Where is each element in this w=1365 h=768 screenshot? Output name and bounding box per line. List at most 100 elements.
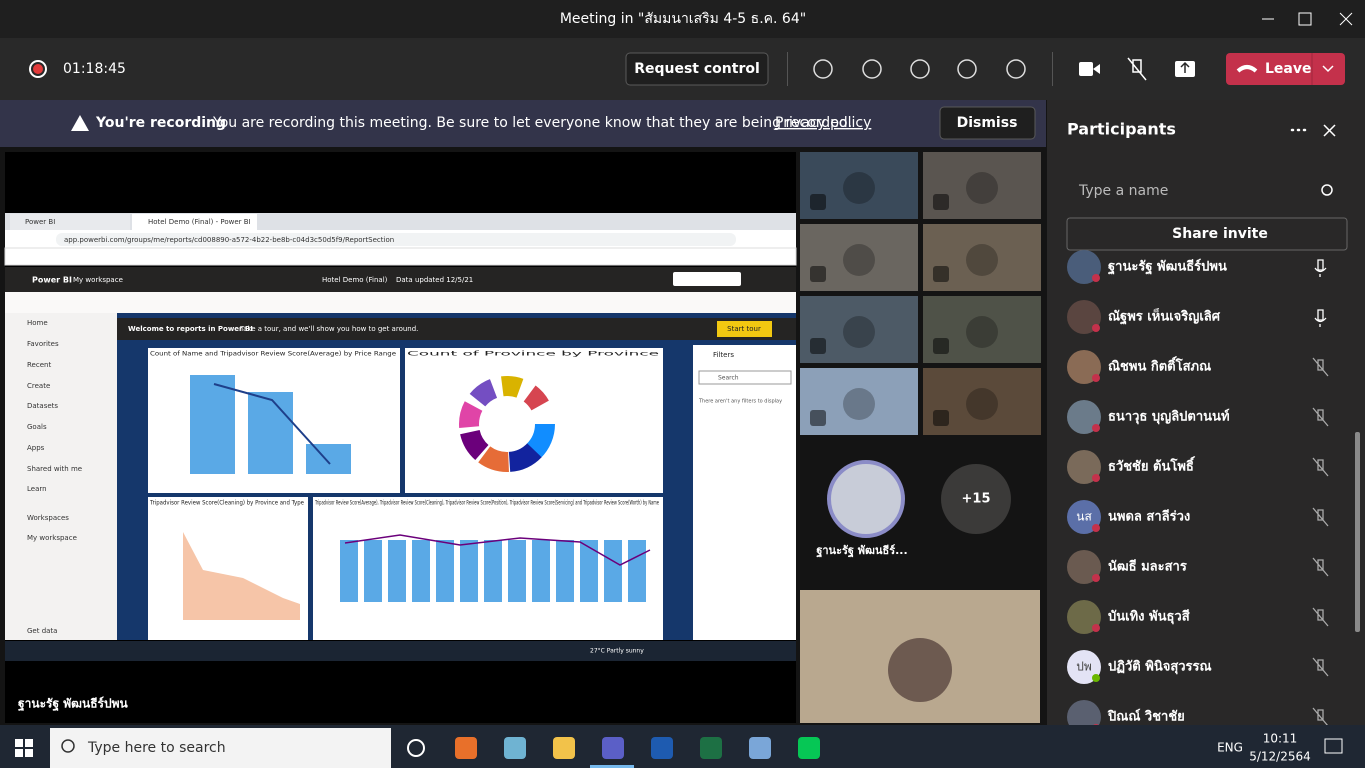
taskbar-app[interactable] xyxy=(455,737,477,759)
participant-name[interactable]: ธวัชชัย ต้นโพธิ์ xyxy=(1108,456,1196,475)
mic-muted-icon xyxy=(1312,707,1329,727)
start-button[interactable] xyxy=(15,739,33,757)
share-invite-button[interactable] xyxy=(1066,217,1348,251)
request-control-button[interactable] xyxy=(625,52,769,86)
participant-avatar[interactable] xyxy=(1067,550,1101,584)
leave-label[interactable]: Leave xyxy=(1265,61,1311,77)
nav-item[interactable]: Datasets xyxy=(27,402,58,410)
start-tour-button[interactable] xyxy=(717,321,772,337)
participant-name[interactable]: ปิณณ์ วิชาชัย xyxy=(1107,709,1185,725)
chat-button[interactable] xyxy=(862,59,882,79)
participant-avatar[interactable] xyxy=(1067,400,1101,434)
bookmarks-bar xyxy=(4,247,797,266)
panel-close-button[interactable] xyxy=(1323,124,1336,137)
overflow-badge[interactable] xyxy=(941,464,1011,534)
nav-item[interactable]: Learn xyxy=(27,485,47,493)
window-title: Meeting in "สัมมนาเสริม 4-5 ธ.ค. 64" xyxy=(560,11,806,27)
participant-name[interactable]: ณิชพน กิตติ์โสภณ xyxy=(1108,356,1211,375)
report-name: Hotel Demo (Final) xyxy=(322,276,388,284)
powerbi-nav xyxy=(5,313,117,640)
people-button[interactable] xyxy=(813,59,833,79)
taskbar-app[interactable] xyxy=(602,737,624,759)
participant-avatar[interactable] xyxy=(1067,250,1101,284)
participant-name[interactable]: นัฒธี มละสาร xyxy=(1108,559,1187,575)
nav-item[interactable]: Apps xyxy=(27,444,45,452)
participant-avatar[interactable] xyxy=(1067,450,1101,484)
presence-badge xyxy=(1092,624,1100,632)
camera-lens xyxy=(1093,64,1100,74)
privacy-policy-link[interactable]: Privacy policy xyxy=(775,115,871,131)
dismiss-label[interactable]: Dismiss xyxy=(957,115,1018,131)
leave-button[interactable] xyxy=(1226,53,1345,85)
participant-name[interactable]: นพดล สาลีร่วง xyxy=(1108,509,1190,525)
more-button[interactable] xyxy=(1006,59,1026,79)
nav-item[interactable]: Shared with me xyxy=(27,465,82,473)
participant-avatar[interactable] xyxy=(1067,600,1101,634)
nav-item[interactable]: Create xyxy=(27,382,50,390)
visual-column-shape xyxy=(604,540,622,602)
participants-title: Participants xyxy=(1067,120,1176,139)
overflow-count[interactable]: +15 xyxy=(962,492,991,507)
dismiss-button[interactable] xyxy=(939,106,1036,140)
visual-column-shape xyxy=(532,540,550,602)
notifications-button[interactable] xyxy=(1324,738,1343,754)
nav-item[interactable]: Get data xyxy=(27,627,57,635)
participant-name[interactable]: บันเทิง พันธุวสี xyxy=(1108,609,1190,625)
rooms-button[interactable] xyxy=(957,59,977,79)
visual-donut-shape xyxy=(459,376,555,472)
visual-bar-shape xyxy=(190,375,235,474)
hangup-icon xyxy=(1236,65,1258,73)
taskbar-search[interactable] xyxy=(50,728,391,768)
participant-search[interactable] xyxy=(1067,175,1347,207)
participant-avatar[interactable] xyxy=(1067,350,1101,384)
filters-search-text: Search xyxy=(718,375,739,382)
start-tour-label[interactable]: Start tour xyxy=(727,325,761,333)
taskbar-search-placeholder[interactable]: Type here to search xyxy=(87,740,226,756)
recording-indicator xyxy=(29,60,47,78)
nav-item[interactable]: Home xyxy=(27,319,48,327)
camera-button[interactable] xyxy=(1079,62,1093,76)
url-text: app.powerbi.com/groups/me/reports/cd0088… xyxy=(64,236,394,244)
recording-dot xyxy=(33,64,43,74)
request-control-label[interactable]: Request control xyxy=(634,61,760,77)
share-arrow xyxy=(1180,61,1190,73)
taskbar-app[interactable] xyxy=(798,737,820,759)
visual-column-shape xyxy=(484,540,502,602)
participant-avatar[interactable] xyxy=(1067,300,1101,334)
visual-column-shape xyxy=(460,540,478,602)
taskbar-app[interactable] xyxy=(651,737,673,759)
taskbar-app[interactable] xyxy=(749,737,771,759)
tile-avatar-shape xyxy=(888,638,952,702)
reactions-button[interactable] xyxy=(910,59,930,79)
mic-muted-button[interactable] xyxy=(1127,57,1147,81)
browser-tab-title: Power BI xyxy=(25,218,55,226)
report-toolbar xyxy=(5,292,796,313)
participant-search-placeholder[interactable]: Type a name xyxy=(1078,183,1168,199)
nav-item[interactable]: My workspace xyxy=(27,534,77,542)
nav-item[interactable]: Recent xyxy=(27,361,51,369)
share-invite-label[interactable]: Share invite xyxy=(1172,226,1268,242)
taskbar-app[interactable] xyxy=(700,737,722,759)
mic-on-icon xyxy=(1314,259,1327,277)
visual-title: Count of Name and Tripadvisor Review Sco… xyxy=(150,351,396,358)
participant-name[interactable]: ธนาวุธ บุญลิปตานนท์ xyxy=(1108,409,1230,425)
nav-item[interactable]: Favorites xyxy=(27,340,59,348)
tile-mute-badge xyxy=(933,194,949,210)
nav-item[interactable]: Goals xyxy=(27,423,47,431)
taskbar-app[interactable] xyxy=(504,737,526,759)
leave-options-chevron[interactable] xyxy=(1322,65,1334,73)
tile-mute-badge xyxy=(810,410,826,426)
participant-avatar[interactable] xyxy=(1067,650,1101,684)
participant-name[interactable]: ฐานะรัฐ พัฒนธีร์ปพน xyxy=(1108,259,1227,276)
taskbar-app[interactable] xyxy=(553,737,575,759)
tile-avatar-shape xyxy=(843,244,875,276)
close-window-button[interactable] xyxy=(1339,12,1353,26)
participant-avatar[interactable] xyxy=(1067,500,1101,534)
cortana-button[interactable] xyxy=(407,739,425,757)
nav-item[interactable]: Workspaces xyxy=(27,514,69,522)
visual-column-shape xyxy=(412,540,430,602)
participant-name[interactable]: ณัฐพร เห็นเจริญเลิศ xyxy=(1108,307,1221,326)
visual-title: Count of Province by Province xyxy=(407,351,660,358)
maximize-button[interactable] xyxy=(1298,12,1312,26)
participant-name[interactable]: ปฏิวัติ พินิจสุวรรณ xyxy=(1108,660,1212,675)
